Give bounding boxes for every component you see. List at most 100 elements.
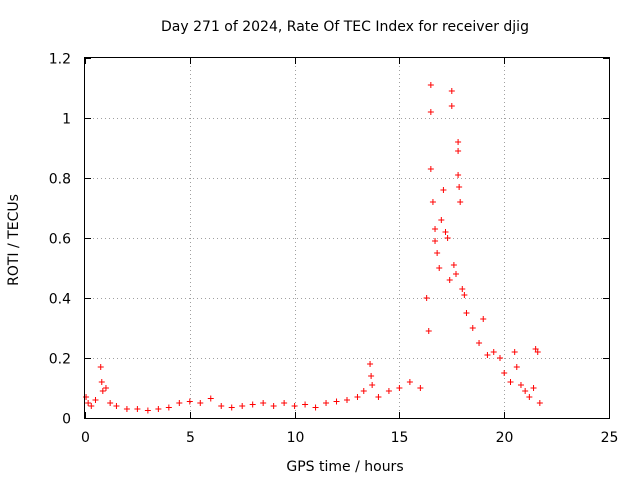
data-points (83, 82, 543, 414)
data-point (469, 325, 476, 331)
data-point (501, 370, 508, 376)
data-point (455, 148, 462, 154)
data-point (480, 316, 487, 322)
y-tick-label: 0.8 (49, 172, 71, 188)
data-point (446, 277, 453, 283)
data-point (534, 349, 541, 355)
plot-frame (84, 57, 610, 419)
data-point (354, 394, 361, 400)
data-point (155, 406, 162, 412)
data-point (333, 398, 340, 405)
data-point (396, 385, 403, 391)
data-point (427, 82, 434, 88)
data-point (312, 404, 319, 411)
data-point (429, 199, 436, 205)
y-tick-label: 0.4 (49, 292, 71, 308)
data-point (522, 388, 529, 394)
data-point (375, 394, 382, 400)
chart-title: Day 271 of 2024, Rate Of TEC Index for r… (161, 19, 529, 35)
data-point (123, 406, 130, 412)
data-point (302, 401, 309, 408)
data-point (207, 395, 214, 402)
data-point (457, 199, 464, 205)
data-point (281, 400, 288, 406)
y-tick-label: 0.6 (49, 232, 71, 248)
data-point (432, 238, 439, 244)
data-point (176, 400, 183, 406)
data-point (450, 262, 457, 268)
data-point (260, 400, 267, 406)
data-point (367, 361, 374, 367)
data-point (507, 379, 514, 385)
data-point (165, 404, 172, 411)
data-point (434, 250, 441, 256)
data-point (417, 385, 424, 391)
data-point (440, 187, 447, 193)
data-point (423, 295, 430, 301)
x-tick-label: 10 (287, 430, 305, 446)
data-point (432, 226, 439, 232)
data-point (102, 385, 109, 391)
data-point (448, 103, 455, 109)
data-point (83, 394, 90, 400)
data-point (99, 388, 106, 394)
y-axis-label: ROTI / TECUs (6, 194, 22, 286)
data-point (459, 286, 466, 292)
data-point (218, 403, 225, 409)
data-point (344, 397, 350, 403)
data-point (513, 364, 520, 370)
data-point (442, 229, 449, 235)
data-point (406, 379, 413, 385)
y-tick-label: 1 (62, 112, 71, 128)
data-point (369, 382, 376, 388)
data-point (530, 385, 537, 391)
data-point (526, 394, 533, 400)
data-point (436, 265, 443, 271)
data-point (511, 349, 518, 355)
data-point (98, 379, 105, 385)
data-point (323, 400, 330, 406)
data-point (476, 340, 483, 346)
axis-ticks: 0 0.2 0.4 0.6 0.8 1 1.2 0 5 10 15 20 25 (49, 52, 619, 447)
data-point (107, 400, 114, 406)
data-point (427, 166, 434, 172)
data-point (228, 404, 235, 411)
x-tick-label: 20 (496, 430, 514, 446)
data-point (144, 407, 151, 414)
data-point (134, 406, 141, 412)
y-tick-label: 0 (62, 412, 71, 428)
data-point (448, 88, 455, 94)
y-tick-label: 0.2 (49, 352, 71, 368)
data-point (456, 184, 463, 190)
data-point (444, 235, 451, 241)
x-tick-label: 15 (391, 430, 409, 446)
y-tick-label: 1.2 (49, 52, 71, 68)
x-tick-label: 0 (81, 430, 90, 446)
data-point (249, 401, 256, 408)
data-point (425, 328, 432, 334)
data-point (427, 109, 434, 115)
data-point (385, 388, 392, 394)
data-point (452, 271, 459, 277)
data-point (368, 373, 375, 379)
data-point (85, 400, 92, 406)
data-point (97, 364, 104, 370)
data-point (113, 403, 120, 409)
data-point (92, 397, 99, 403)
data-point (270, 403, 277, 409)
data-point (455, 139, 462, 145)
data-point (455, 172, 462, 178)
data-point (438, 217, 445, 223)
data-point (186, 398, 193, 405)
data-point (291, 403, 298, 409)
data-point (463, 310, 470, 316)
data-point (88, 403, 95, 409)
data-point (461, 292, 468, 298)
data-point (536, 400, 543, 406)
data-point (484, 352, 491, 358)
x-axis-label: GPS time / hours (286, 459, 403, 475)
grid (85, 58, 609, 418)
data-point (239, 403, 246, 409)
data-point (360, 388, 367, 394)
